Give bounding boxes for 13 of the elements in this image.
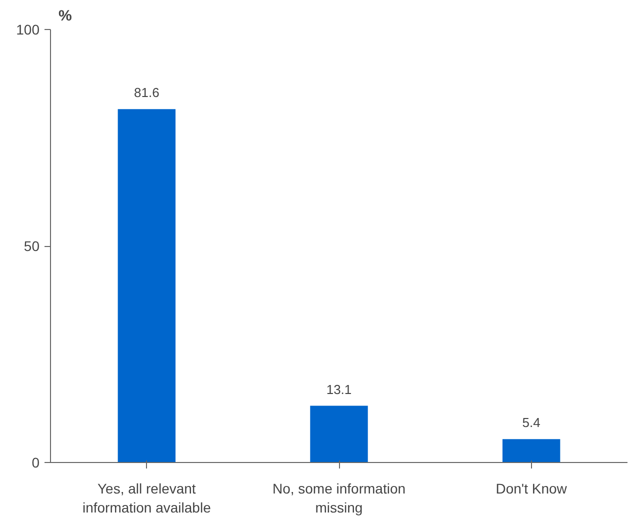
data-label: 5.4 <box>522 415 540 430</box>
data-label: 81.6 <box>134 85 160 100</box>
x-tick-label: Don't Know <box>496 480 568 496</box>
data-label: 13.1 <box>326 382 352 397</box>
bar <box>502 439 560 462</box>
y-tick-label: 100 <box>16 22 40 38</box>
bar <box>118 109 176 462</box>
y-tick-label: 50 <box>24 238 40 254</box>
y-axis-title: % <box>58 8 72 24</box>
y-tick-label: 0 <box>32 454 40 470</box>
x-tick-label: No, some information missing <box>272 480 406 516</box>
x-tick-label: Yes, all relevant information available <box>82 480 212 516</box>
bar <box>310 406 368 462</box>
